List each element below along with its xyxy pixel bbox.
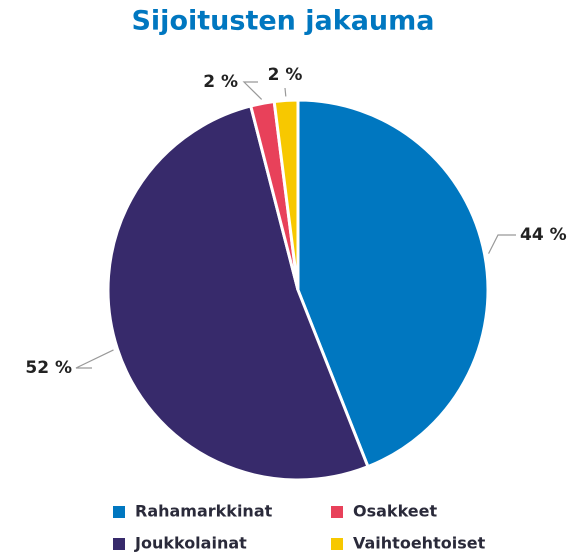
leader-line	[284, 87, 287, 97]
pie-slice	[106, 104, 370, 482]
data-label: 52 %	[25, 358, 72, 378]
data-label: 44 %	[520, 225, 567, 245]
legend-label: Vaihtoehtoiset	[353, 534, 486, 553]
pie-slice	[272, 98, 300, 291]
chart-title: Sijoitusten jakauma	[131, 6, 434, 37]
leader-line	[488, 234, 516, 254]
legend-label: Osakkeet	[353, 502, 437, 521]
legend-swatch	[331, 538, 343, 550]
legend-label: Rahamarkkinat	[135, 502, 273, 521]
pie-slice	[296, 98, 490, 469]
data-label: 2 %	[268, 65, 303, 85]
leader-line	[242, 81, 263, 100]
legend-swatch	[113, 506, 125, 518]
legend-swatch	[113, 538, 125, 550]
leader-line	[75, 349, 114, 369]
legend-label: Joukkolainat	[134, 534, 247, 553]
data-label: 2 %	[203, 72, 238, 92]
legend-swatch	[331, 506, 343, 518]
